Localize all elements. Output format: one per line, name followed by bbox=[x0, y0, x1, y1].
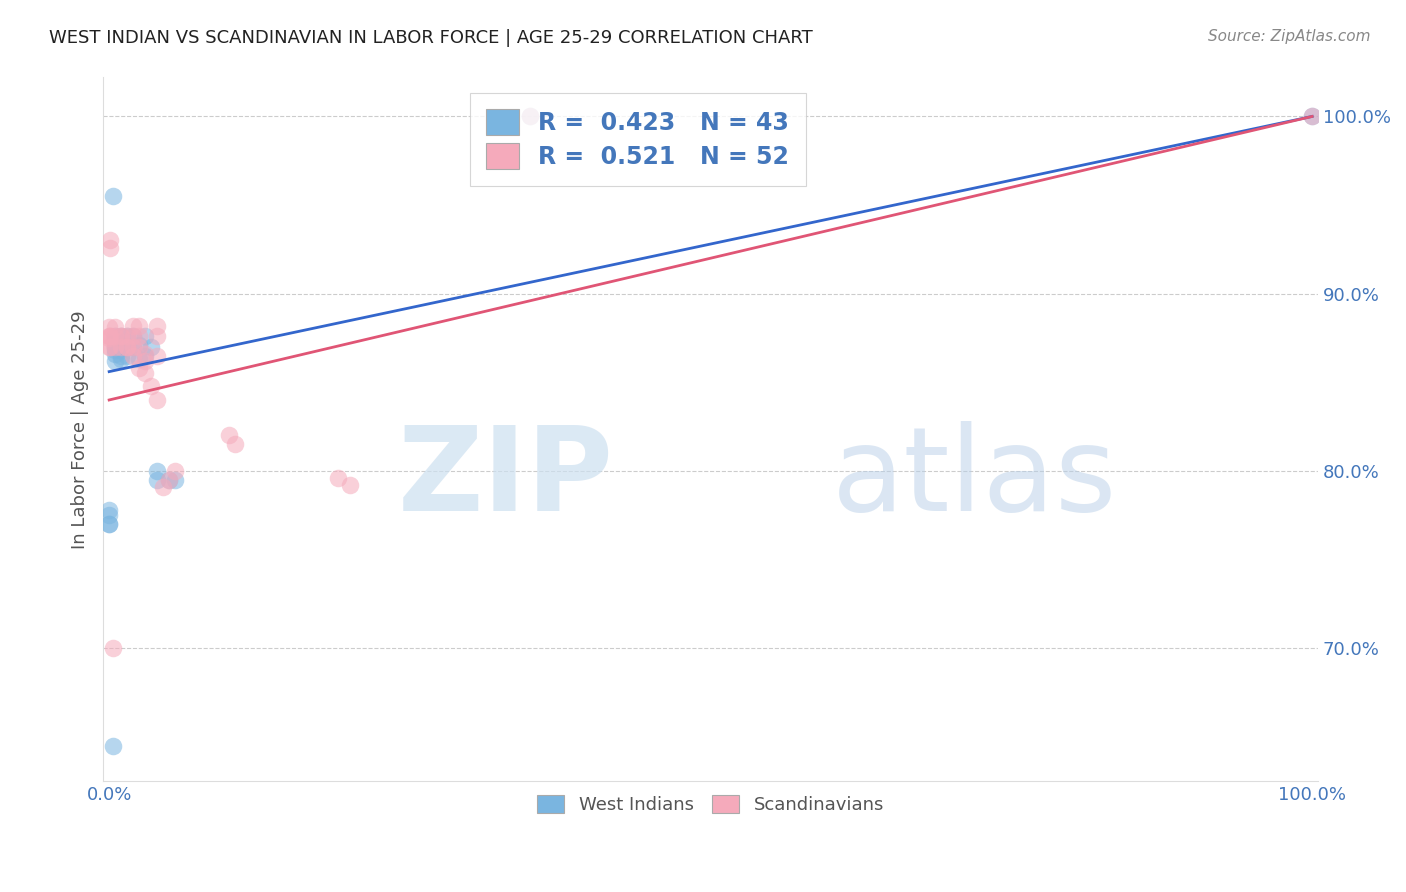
Point bbox=[157, 473, 180, 487]
Point bbox=[339, 478, 361, 492]
Point bbox=[98, 340, 121, 354]
Point bbox=[98, 329, 121, 343]
Point bbox=[110, 329, 132, 343]
Point bbox=[104, 329, 127, 343]
Point bbox=[110, 340, 132, 354]
Point bbox=[98, 329, 121, 343]
Point bbox=[104, 340, 127, 354]
Text: ZIP: ZIP bbox=[398, 421, 613, 536]
Point bbox=[157, 473, 180, 487]
Point bbox=[122, 340, 145, 354]
Point bbox=[98, 320, 121, 334]
Point bbox=[98, 503, 121, 517]
Point bbox=[134, 347, 156, 361]
Point bbox=[110, 352, 132, 367]
Point bbox=[134, 367, 156, 381]
Point bbox=[141, 379, 163, 393]
Point bbox=[98, 234, 121, 248]
Point bbox=[122, 318, 145, 333]
Point bbox=[104, 320, 127, 334]
Point bbox=[152, 480, 174, 494]
Point bbox=[115, 329, 138, 343]
Point bbox=[98, 516, 121, 531]
Point bbox=[122, 340, 145, 354]
Point bbox=[218, 428, 240, 442]
Point bbox=[128, 329, 150, 343]
Point bbox=[134, 354, 156, 368]
Point bbox=[146, 349, 169, 363]
Legend: West Indians, Scandinavians: West Indians, Scandinavians bbox=[527, 784, 894, 825]
Point bbox=[101, 739, 124, 753]
Point bbox=[122, 329, 145, 343]
Point bbox=[115, 349, 138, 363]
Point bbox=[115, 340, 138, 354]
Point bbox=[165, 464, 187, 478]
Point bbox=[110, 349, 132, 363]
Point bbox=[1301, 110, 1323, 124]
Point bbox=[98, 329, 121, 343]
Y-axis label: In Labor Force | Age 25-29: In Labor Force | Age 25-29 bbox=[72, 310, 89, 549]
Point bbox=[110, 343, 132, 358]
Point bbox=[134, 349, 156, 363]
Point bbox=[110, 329, 132, 343]
Point bbox=[98, 331, 121, 345]
Point bbox=[146, 473, 169, 487]
Point bbox=[104, 340, 127, 354]
Point bbox=[224, 437, 246, 451]
Point bbox=[115, 340, 138, 354]
Point bbox=[128, 318, 150, 333]
Point bbox=[98, 340, 121, 354]
Point bbox=[128, 352, 150, 367]
Point bbox=[98, 241, 121, 255]
Point bbox=[122, 329, 145, 343]
Point bbox=[115, 340, 138, 354]
Point bbox=[110, 340, 132, 354]
Point bbox=[1301, 110, 1323, 124]
Point bbox=[104, 331, 127, 345]
Point bbox=[110, 340, 132, 354]
Point bbox=[134, 329, 156, 343]
Point bbox=[110, 329, 132, 343]
Point bbox=[104, 329, 127, 343]
Point bbox=[146, 464, 169, 478]
Point bbox=[165, 473, 187, 487]
Text: WEST INDIAN VS SCANDINAVIAN IN LABOR FORCE | AGE 25-29 CORRELATION CHART: WEST INDIAN VS SCANDINAVIAN IN LABOR FOR… bbox=[49, 29, 813, 46]
Point bbox=[98, 508, 121, 523]
Text: Source: ZipAtlas.com: Source: ZipAtlas.com bbox=[1208, 29, 1371, 44]
Point bbox=[101, 189, 124, 203]
Point bbox=[122, 349, 145, 363]
Point bbox=[128, 340, 150, 354]
Point bbox=[128, 361, 150, 376]
Point bbox=[104, 340, 127, 354]
Point bbox=[519, 110, 541, 124]
Point bbox=[104, 347, 127, 361]
Point bbox=[104, 354, 127, 368]
Point bbox=[146, 329, 169, 343]
Point bbox=[115, 329, 138, 343]
Point bbox=[101, 641, 124, 656]
Text: atlas: atlas bbox=[832, 421, 1118, 536]
Point bbox=[104, 343, 127, 358]
Point bbox=[128, 338, 150, 352]
Point bbox=[98, 516, 121, 531]
Point bbox=[326, 471, 349, 485]
Point bbox=[146, 318, 169, 333]
Point bbox=[146, 392, 169, 407]
Point bbox=[519, 110, 541, 124]
Point bbox=[141, 340, 163, 354]
